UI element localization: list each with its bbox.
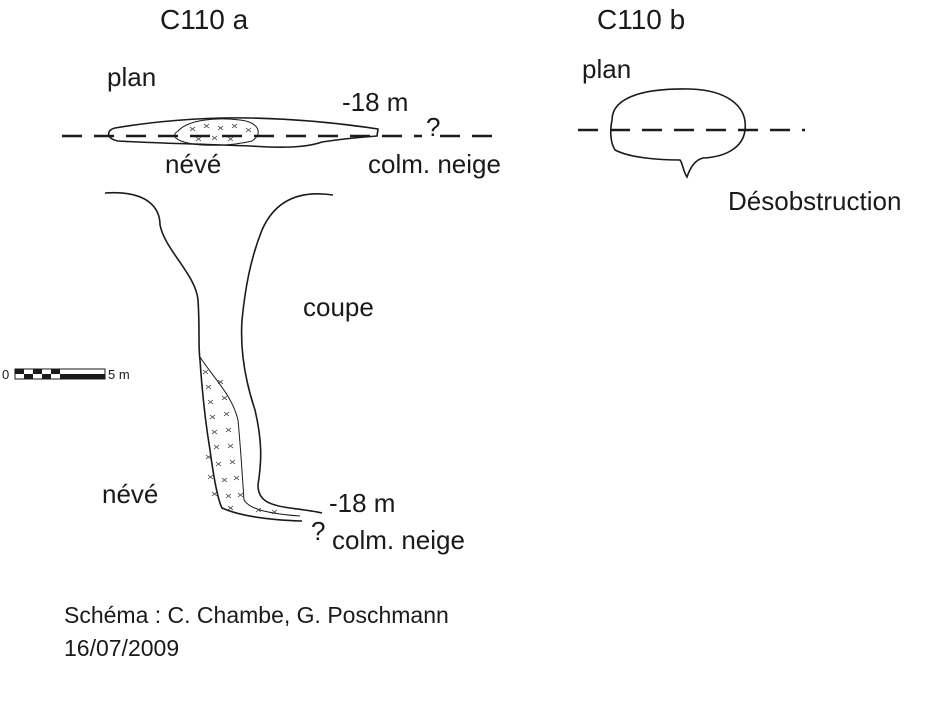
cave-a-section-colm-label: colm. neige — [332, 525, 465, 555]
credit-authors: Schéma : C. Chambe, G. Poschmann — [64, 602, 449, 628]
cave-a-plan-neve-label: névé — [165, 149, 221, 179]
cave-a-plan-question-mark: ? — [426, 112, 440, 142]
cave-a-section-right-wall — [240, 193, 334, 514]
cave-a-section-left-wall — [104, 191, 303, 522]
cave-a-section-neve-hatching — [202, 369, 278, 515]
scale-bar: 0 5 m — [2, 367, 130, 382]
cave-a-plan-label: plan — [107, 62, 156, 92]
cave-a-plan-outline — [107, 117, 379, 148]
cave-b-plan-outline — [609, 88, 746, 179]
cave-b-title: C110 b — [597, 4, 685, 35]
cave-b-note: Désobstruction — [728, 186, 901, 216]
cave-b-plan-label: plan — [582, 54, 631, 84]
cave-a-section-neve-boundary — [199, 356, 301, 517]
cave-a-section-depth: -18 m — [329, 488, 395, 518]
cave-a-plan-colm-label: colm. neige — [368, 149, 501, 179]
scale-bar-start-label: 0 — [2, 367, 9, 382]
cave-a-section-neve-label: névé — [102, 479, 158, 509]
cave-a-coupe-label: coupe — [303, 292, 374, 322]
cave-a-section-question-mark: ? — [311, 516, 325, 546]
cave-a-plan-neve-outline — [174, 118, 259, 146]
credit-date: 16/07/2009 — [64, 635, 179, 661]
cave-a-title: C110 a — [160, 4, 249, 35]
scale-bar-end-label: 5 m — [108, 367, 130, 382]
cave-a-plan-depth: -18 m — [342, 87, 408, 117]
cave-a-plan-neve-hatching — [189, 123, 252, 142]
